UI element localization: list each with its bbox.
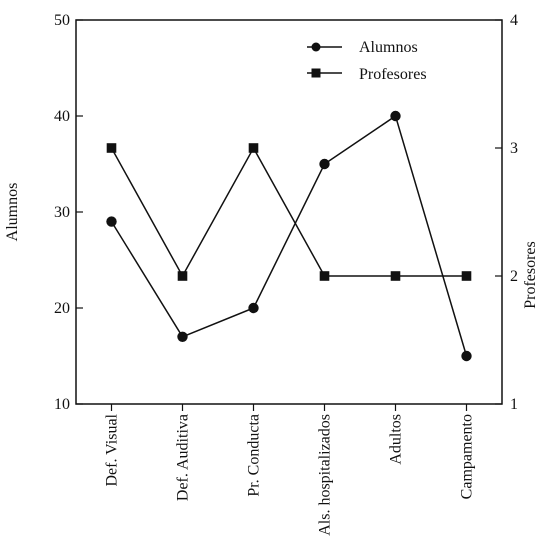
right-axis-ticks: 1 2 3 4 [495, 12, 518, 413]
data-point-profesores [248, 143, 259, 153]
left-axis-tick-label: 40 [54, 108, 70, 125]
series-line-profesores [110, 146, 467, 278]
left-axis-ticks: 10 20 30 40 50 [54, 12, 83, 413]
x-axis-category-label: Adultos [388, 414, 405, 465]
y-axis-label-right: Profesores [522, 241, 539, 309]
right-axis-tick-label: 4 [510, 12, 518, 29]
legend-alumnos-label: Alumnos [359, 39, 418, 56]
x-axis-category-label: Def. Auditiva [175, 414, 192, 501]
left-axis-tick-label: 10 [54, 396, 70, 413]
series-line-alumnos [110, 114, 468, 357]
x-axis-category-label: Als. hospitalizados [317, 414, 334, 536]
data-point-alumnos [106, 216, 117, 227]
data-point-profesores [390, 271, 401, 281]
right-axis-tick-label: 2 [510, 268, 518, 285]
x-axis-category-label: Def. Visual [104, 413, 121, 486]
data-point-alumnos [177, 331, 188, 342]
legend-profesores-label: Profesores [359, 66, 427, 83]
data-point-alumnos [390, 110, 401, 122]
legend: Alumnos Profesores [307, 39, 427, 83]
legend-alumnos-marker [311, 42, 321, 52]
x-axis-category-label: Campamento [459, 414, 476, 499]
right-axis-tick-label: 3 [510, 140, 518, 157]
data-point-profesores [461, 271, 472, 281]
data-point-profesores [177, 271, 188, 281]
left-axis-tick-label: 30 [54, 204, 70, 221]
data-point-alumnos [461, 350, 472, 362]
left-axis-tick-label: 50 [54, 12, 70, 29]
left-axis-tick-label: 20 [54, 300, 70, 317]
right-axis-tick-label: 1 [510, 396, 518, 413]
data-point-alumnos [319, 158, 330, 170]
data-point-profesores [319, 271, 330, 281]
data-point-profesores [106, 143, 117, 153]
data-point-alumnos [248, 302, 259, 314]
x-axis-category-label: Pr. Conducta [246, 414, 263, 497]
series-layer [106, 110, 472, 362]
legend-profesores-marker [311, 68, 321, 78]
y-axis-label-left: Alumnos [4, 183, 21, 242]
x-axis-ticks: Def. Visual Def. Auditiva Pr. Conducta Als.… [104, 404, 476, 536]
